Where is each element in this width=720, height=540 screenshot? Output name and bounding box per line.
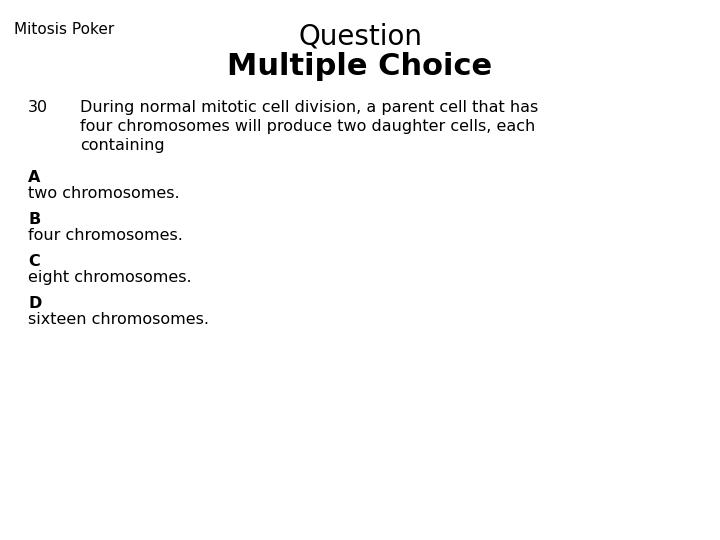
Text: C: C (28, 254, 40, 269)
Text: containing: containing (80, 138, 165, 153)
Text: sixteen chromosomes.: sixteen chromosomes. (28, 312, 209, 327)
Text: Multiple Choice: Multiple Choice (228, 52, 492, 81)
Text: D: D (28, 296, 41, 311)
Text: two chromosomes.: two chromosomes. (28, 186, 179, 201)
Text: Mitosis Poker: Mitosis Poker (14, 22, 114, 37)
Text: 30: 30 (28, 100, 48, 115)
Text: A: A (28, 170, 40, 185)
Text: Question: Question (298, 22, 422, 50)
Text: B: B (28, 212, 40, 227)
Text: four chromosomes will produce two daughter cells, each: four chromosomes will produce two daught… (80, 119, 535, 134)
Text: eight chromosomes.: eight chromosomes. (28, 270, 192, 285)
Text: During normal mitotic cell division, a parent cell that has: During normal mitotic cell division, a p… (80, 100, 539, 115)
Text: four chromosomes.: four chromosomes. (28, 228, 183, 243)
